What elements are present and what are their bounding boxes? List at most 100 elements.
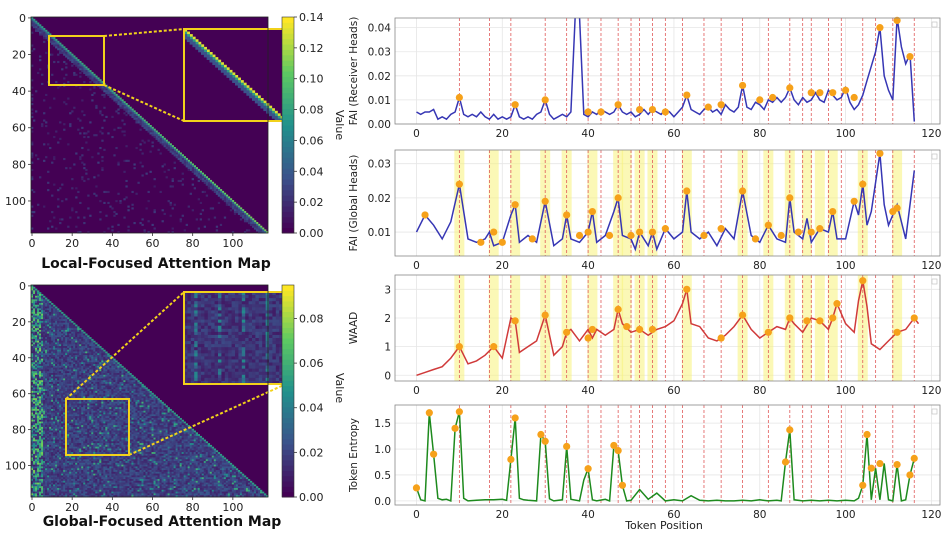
heatmap-cell — [51, 322, 54, 325]
heatmap-cell — [81, 405, 84, 408]
heatmap-cell — [117, 401, 120, 404]
heatmap-cell — [51, 365, 54, 368]
heatmap-cell — [79, 68, 82, 71]
heatmap-cell — [73, 73, 76, 76]
heatmap-cell — [49, 313, 52, 316]
heatmap-cell — [77, 389, 80, 392]
heatmap-cell — [67, 417, 70, 421]
heatmap-cell — [119, 369, 122, 372]
heatmap-cell — [99, 407, 102, 410]
heatmap-cell — [73, 385, 76, 388]
heatmap-cell — [107, 417, 110, 421]
heatmap-cell — [81, 380, 84, 383]
heatmap-cell — [149, 435, 152, 439]
heatmap-cell — [227, 196, 231, 199]
heatmap-cell — [173, 437, 176, 440]
heatmap-cell — [31, 425, 34, 428]
heatmap-cell — [163, 426, 166, 430]
heatmap-cell — [187, 425, 190, 428]
heatmap-cell — [67, 342, 70, 345]
heatmap-cell — [67, 346, 70, 349]
heatmap-cell — [125, 401, 128, 404]
heatmap-cell — [87, 401, 90, 404]
heatmap-cell — [177, 437, 180, 440]
heatmap-cell — [35, 337, 38, 340]
heatmap-cell — [31, 227, 34, 230]
heatmap-cell — [71, 417, 74, 421]
heatmap-cell — [37, 335, 40, 338]
heatmap-cell — [31, 434, 34, 437]
heatmap-cell — [193, 437, 196, 440]
heatmap-cell — [149, 417, 152, 421]
heatmap-cell — [257, 225, 261, 228]
heatmap-cell — [95, 383, 98, 386]
heatmap-cell — [139, 410, 142, 413]
heatmap-cell — [73, 437, 76, 440]
heatmap-cell — [177, 156, 180, 159]
heatmap-cell — [159, 430, 162, 433]
heatmap-cell — [127, 225, 130, 228]
heatmap-cell — [105, 396, 108, 399]
heatmap-cell — [41, 434, 44, 437]
heatmap-cell — [61, 425, 64, 428]
colorbar-segment — [282, 38, 294, 45]
heatmap-cell — [109, 358, 112, 361]
heatmap-cell — [49, 353, 52, 356]
heatmap-cell — [55, 416, 58, 419]
heatmap-cell — [239, 209, 243, 212]
heatmap-cell — [89, 347, 92, 350]
heatmap-cell — [41, 385, 44, 388]
heatmap-cell — [47, 335, 50, 338]
heatmap-cell — [77, 392, 80, 395]
heatmap-cell — [117, 97, 120, 100]
heatmap-cell — [121, 378, 124, 381]
heatmap-cell — [189, 430, 192, 433]
heatmap-cell — [31, 333, 34, 336]
heatmap-cell — [133, 410, 136, 413]
heatmap-cell — [53, 435, 56, 439]
colorbar-segment — [282, 135, 294, 142]
heatmap-cell — [59, 387, 62, 390]
heatmap-cell — [67, 423, 70, 426]
heatmap-cell — [85, 365, 88, 368]
zoom-connector — [103, 28, 185, 37]
heatmap-cell — [69, 399, 72, 403]
heatmap-cell — [63, 405, 66, 408]
heatmap-cell — [47, 181, 50, 184]
heatmap-cell — [101, 367, 104, 370]
heatmap-cell — [83, 351, 86, 354]
heatmap-cell — [189, 165, 192, 168]
heatmap-cell — [103, 417, 106, 421]
heatmap-cell — [67, 364, 70, 367]
heatmap-cell — [37, 385, 40, 388]
heatmap-cell — [149, 126, 152, 129]
heatmap-cell — [69, 434, 72, 437]
heatmap-cell — [131, 203, 134, 206]
heatmap-cell — [93, 405, 96, 408]
heatmap-cell — [63, 362, 66, 365]
heatmap-cell — [73, 382, 76, 385]
heatmap-cell — [37, 338, 40, 341]
zoom-inset-cell — [260, 103, 264, 106]
heatmap-cell — [117, 416, 120, 419]
heatmap-cell — [139, 423, 142, 426]
heatmap-cell — [39, 301, 42, 304]
heatmap-cell — [205, 178, 209, 181]
heatmap-cell — [93, 382, 96, 385]
heatmap-cell — [91, 351, 94, 354]
heatmap-cell — [87, 362, 90, 365]
heatmap-cell — [73, 403, 76, 406]
heatmap-cell — [79, 62, 82, 65]
heatmap-cell — [67, 351, 70, 354]
heatmap-cell — [35, 412, 38, 415]
heatmap-cell — [39, 59, 42, 62]
heatmap-cell — [117, 403, 120, 406]
heatmap-cell — [43, 403, 46, 406]
heatmap-cell — [95, 423, 98, 426]
heatmap-cell — [255, 223, 259, 226]
heatmap-cell — [101, 353, 104, 356]
heatmap-cell — [35, 376, 38, 379]
heatmap-cell — [55, 403, 58, 406]
heatmap-cell — [51, 380, 54, 383]
heatmap-cell — [155, 426, 158, 430]
